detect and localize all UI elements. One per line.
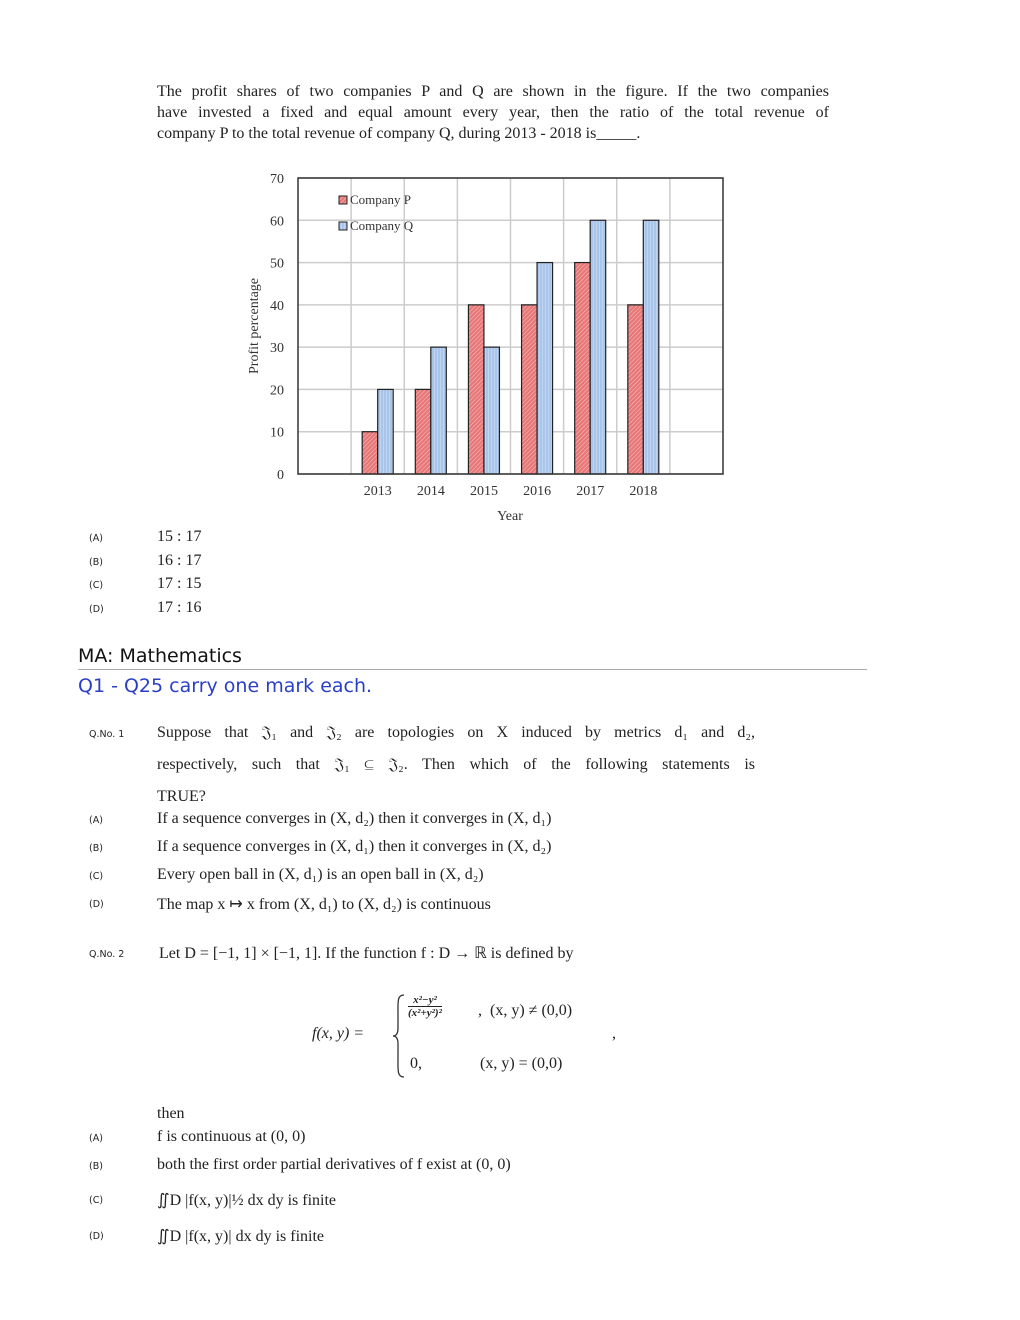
- numerator: x²−y²: [408, 994, 442, 1007]
- bar-company-p-2016: [520, 304, 538, 475]
- option-label: (B): [89, 1161, 103, 1172]
- denominator: (x²+y²)²: [408, 1007, 442, 1019]
- bar-company-q-2015: [483, 346, 501, 475]
- y-tick-label: 10: [270, 426, 284, 441]
- bar-company-q-2017: [589, 219, 607, 475]
- legend: Company P Company Q: [338, 192, 414, 233]
- legend-label-p: Company P: [350, 192, 411, 207]
- option-label: (B): [89, 843, 103, 854]
- option-label: (C): [89, 1195, 104, 1206]
- bar-company-p-2014: [414, 388, 432, 475]
- q1-stem-line: Suppose that 𝔍₁ and 𝔍₂ are topologies on…: [157, 724, 755, 741]
- option-label: (A): [89, 1133, 103, 1144]
- bar-company-q-2014: [430, 346, 447, 475]
- y-tick-label: 30: [270, 341, 284, 356]
- question-stem: The profit shares of two companies P and…: [157, 81, 829, 144]
- q1-stem-line: respectively, such that 𝔍₁ ⊆ 𝔍₂. Then wh…: [157, 756, 755, 773]
- q1-stem-line: TRUE?: [157, 788, 206, 805]
- bar-company-p-2018: [627, 304, 644, 475]
- case2-condition: (x, y) = (0,0): [480, 1055, 563, 1072]
- stem-line: company P to the total revenue of compan…: [157, 125, 641, 142]
- option-label: (D): [89, 899, 104, 910]
- option-label: (C): [89, 871, 104, 882]
- brace-icon: [392, 994, 405, 1078]
- legend-swatch-p: [338, 195, 348, 205]
- fraction: x²−y² (x²+y²)²: [408, 994, 442, 1019]
- y-axis-label: Profit percentage: [247, 278, 262, 374]
- option-b[interactable]: 16 : 17: [157, 552, 202, 569]
- option-label: (A): [89, 815, 103, 826]
- function-lhs: f(x, y) =: [312, 1025, 365, 1042]
- y-tick-label: 20: [270, 383, 284, 398]
- y-tick-label: 40: [270, 299, 284, 314]
- option-a[interactable]: f is continuous at (0, 0): [157, 1128, 306, 1145]
- y-tick-label: 0: [277, 468, 284, 483]
- bar-company-q-2016: [536, 261, 554, 475]
- stem-line: have invested a fixed and equal amount e…: [157, 104, 829, 121]
- legend-label-q: Company Q: [350, 218, 414, 233]
- plot-frame: [297, 177, 724, 475]
- stem-line: The profit shares of two companies P and…: [157, 83, 829, 100]
- trailing-comma: ,: [612, 1025, 616, 1042]
- bar-company-p-2017: [574, 261, 591, 475]
- option-d[interactable]: ∬D |f(x, y)| dx dy is finite: [157, 1228, 325, 1245]
- option-d[interactable]: The map x ↦ x from (X, d₁) to (X, d₂) is…: [157, 896, 491, 913]
- case1-condition: , (x, y) ≠ (0,0): [478, 1002, 573, 1019]
- x-tick-label: 2015: [470, 484, 498, 499]
- x-axis-label: Year: [497, 509, 523, 524]
- y-tick-label: 60: [270, 214, 284, 229]
- option-b[interactable]: both the first order partial derivatives…: [157, 1156, 511, 1173]
- bar-company-q-2018: [642, 219, 660, 475]
- option-label: (C): [89, 580, 104, 591]
- legend-swatch-q: [338, 221, 348, 231]
- x-tick-label: 2017: [576, 484, 604, 499]
- option-c[interactable]: Every open ball in (X, d₁) is an open ba…: [157, 866, 484, 883]
- y-tick-label: 50: [270, 257, 284, 272]
- option-label: (B): [89, 557, 103, 568]
- x-tick-label: 2018: [629, 484, 657, 499]
- option-b[interactable]: If a sequence converges in (X, d₁) then …: [157, 838, 552, 855]
- section-title: MA: Mathematics: [78, 645, 242, 667]
- option-label: (A): [89, 533, 103, 544]
- piecewise-function: f(x, y) = x²−y² (x²+y²)² , (x, y) ≠ (0,0…: [312, 992, 622, 1082]
- q2-then: then: [157, 1105, 185, 1122]
- option-label: (D): [89, 604, 104, 615]
- option-d[interactable]: 17 : 16: [157, 599, 202, 616]
- profit-bar-chart: 0 10 20 30 40 50 60 70 2013 2014 2015 2016 2017 2018…: [247, 172, 724, 524]
- option-a[interactable]: 15 : 17: [157, 528, 202, 545]
- option-label: (D): [89, 1231, 104, 1242]
- option-c[interactable]: ∬D |f(x, y)|½ dx dy is finite: [157, 1192, 337, 1209]
- bar-company-q-2013: [377, 388, 394, 475]
- x-tick-label: 2014: [417, 484, 445, 499]
- x-tick-label: 2016: [523, 484, 551, 499]
- section-divider: [78, 669, 867, 670]
- option-a[interactable]: If a sequence converges in (X, d₂) then …: [157, 810, 552, 827]
- q2-stem: Let D = [−1, 1] × [−1, 1]. If the functi…: [159, 945, 574, 962]
- bar-company-p-2013: [361, 431, 379, 475]
- section-subtitle: Q1 - Q25 carry one mark each.: [78, 675, 373, 697]
- case2-value: 0,: [410, 1055, 422, 1072]
- question-number: Q.No. 2: [89, 949, 125, 960]
- y-tick-label: 70: [270, 172, 284, 187]
- bar-company-p-2015: [467, 304, 485, 475]
- x-tick-label: 2013: [364, 484, 392, 499]
- option-c[interactable]: 17 : 15: [157, 575, 202, 592]
- question-number: Q.No. 1: [89, 729, 125, 740]
